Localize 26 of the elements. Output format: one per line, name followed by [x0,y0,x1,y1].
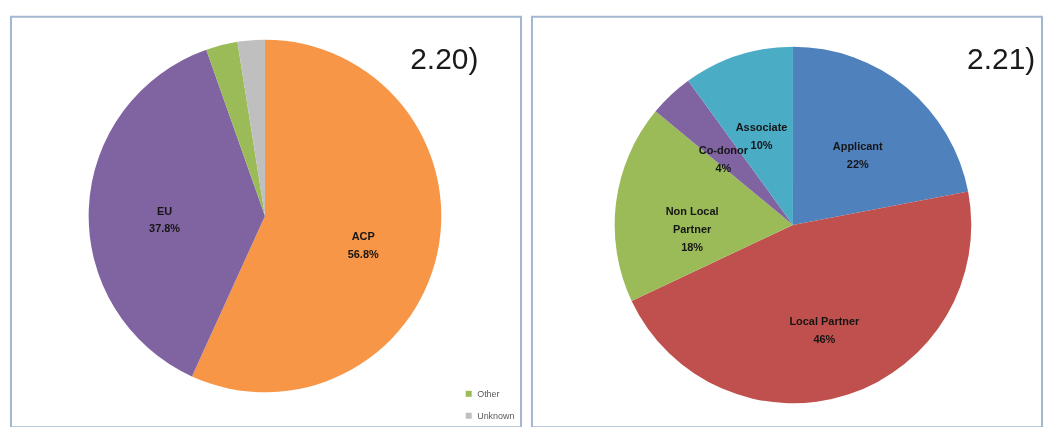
data-label: 10% [750,139,773,152]
slice-label: EU [156,204,173,217]
pie-slice [237,39,265,216]
chart-title: 2.20) [410,41,479,75]
data-label: 37.8% [149,222,181,235]
data-label: 22% [846,157,869,170]
data-label: 18% [681,241,704,254]
pie-slice [614,111,793,301]
chart-title: 2.21) [967,41,1036,75]
data-label: 56.8% [347,248,379,261]
data-label: 46% [813,332,836,345]
slice-label: Applicant [832,139,884,152]
pie-slice [206,41,265,216]
slice-label: Associate [735,121,788,134]
pie-slice [631,191,971,404]
legend-label: Unknown [477,410,515,421]
slice-label: Non Local Partner [665,205,719,236]
slice-label: ACP [351,230,375,243]
slice-label: Co-donor [698,143,749,156]
pie-slice [88,49,265,377]
pie-slice [655,80,793,225]
slice-label: Local Partner [789,314,861,327]
legend-label: Other [477,388,500,399]
pie-slice [792,46,969,225]
data-label: 4% [715,161,732,174]
pie-slice [688,46,793,225]
